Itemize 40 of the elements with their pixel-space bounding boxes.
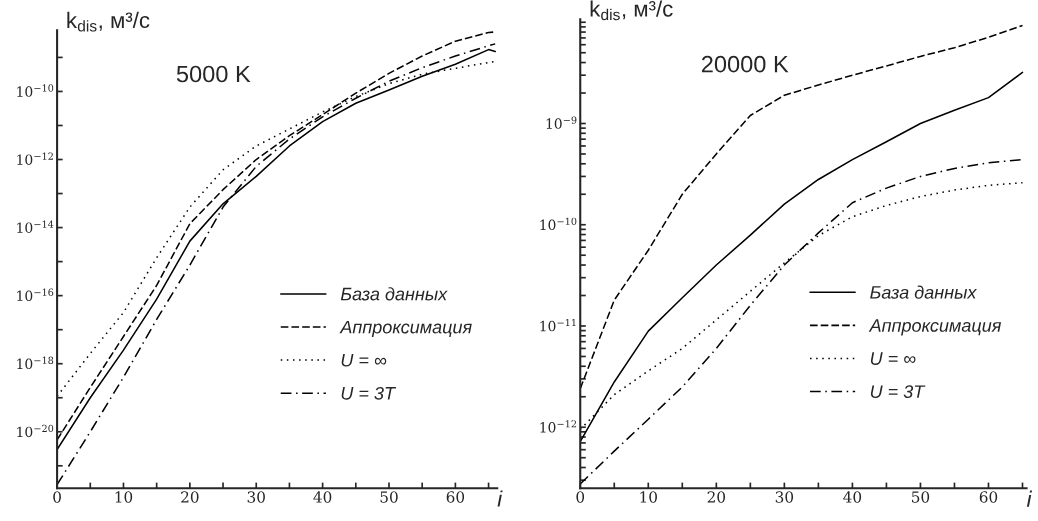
line-series bbox=[580, 158, 1024, 485]
x-tick-label: 0 bbox=[576, 491, 585, 503]
x-tick-label: 20 bbox=[707, 491, 726, 503]
x-tick-label: 20 bbox=[181, 491, 199, 503]
x-tick-label: 30 bbox=[775, 491, 794, 503]
x-tick-label: 60 bbox=[979, 491, 998, 503]
legend-label: U = ∞ bbox=[341, 353, 387, 367]
x-tick-label: 60 bbox=[446, 491, 465, 503]
x-axis-title: i bbox=[1026, 490, 1033, 507]
y-tick-label: 10$^{−14}$ bbox=[17, 220, 54, 233]
legend-label: Аппроксимация bbox=[868, 319, 1002, 336]
y-tick-label: 10$^{−16}$ bbox=[17, 288, 54, 302]
x-tick-label: 50 bbox=[912, 491, 930, 503]
y-axis-title: k$_{dis}$, м³/с bbox=[590, 0, 673, 21]
text: 20000 K bbox=[701, 55, 789, 73]
y-tick-label: 10$^{−12}$ bbox=[540, 420, 577, 433]
y-tick-label: 10$^{−12}$ bbox=[17, 152, 53, 165]
legend-label: U = 3T bbox=[341, 386, 397, 400]
x-tick-label: 0 bbox=[53, 491, 61, 503]
x-tick-label: 10 bbox=[115, 491, 133, 503]
legend-label: U = 3T bbox=[870, 385, 926, 399]
y-tick-label: 10$^{−11}$ bbox=[540, 318, 576, 332]
x-tick-label: 50 bbox=[380, 491, 398, 503]
x-tick-label: 30 bbox=[247, 491, 265, 503]
legend-label: Аппроксимация bbox=[339, 320, 472, 338]
legend-label: U = ∞ bbox=[870, 352, 916, 365]
legend-label: База данных bbox=[340, 287, 448, 301]
y-tick-label: 10$^{−10}$ bbox=[540, 217, 577, 231]
x-axis-title: i bbox=[497, 490, 503, 507]
x-tick-label: 40 bbox=[843, 491, 862, 503]
x-tick-label: 10 bbox=[640, 491, 657, 503]
y-tick-label: 10$^{−18}$ bbox=[17, 356, 54, 370]
x-tick-label: 40 bbox=[313, 491, 332, 503]
line-series bbox=[580, 71, 1024, 443]
y-tick-label: 10$^{−9}$ bbox=[546, 116, 577, 129]
legend-label: База данных bbox=[870, 285, 977, 299]
y-tick-label: 10$^{−20}$ bbox=[17, 424, 54, 438]
y-axis-title: k$_{dis}$, м³/с bbox=[67, 11, 150, 32]
text: 5000 K bbox=[176, 65, 251, 83]
y-tick-label: 10$^{−10}$ bbox=[17, 84, 54, 97]
